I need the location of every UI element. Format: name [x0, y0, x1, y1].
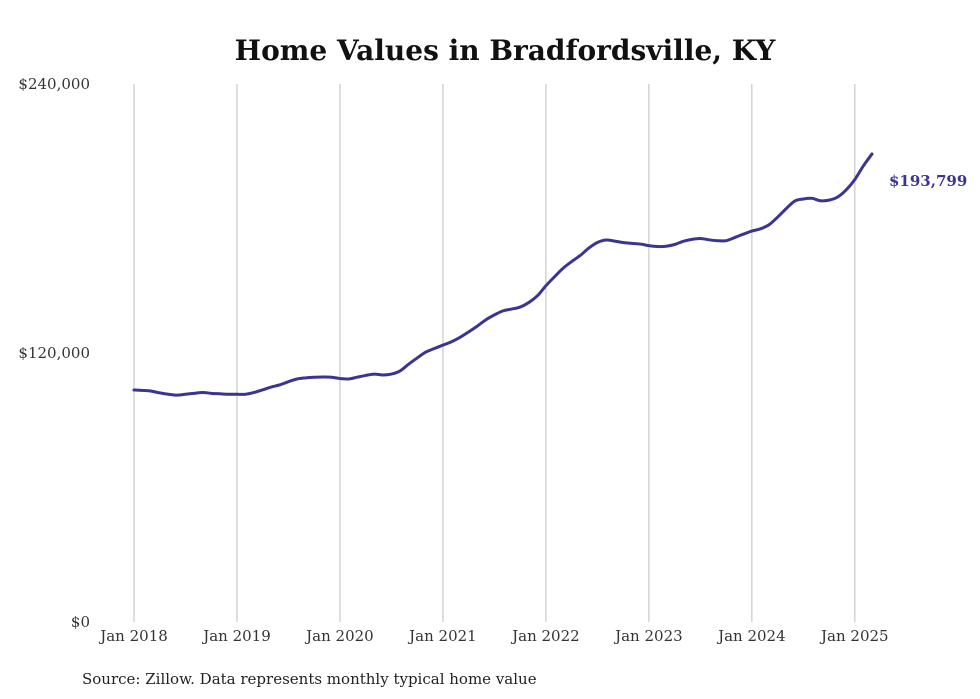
y-tick-label: $120,000 — [18, 344, 90, 362]
grid-lines — [133, 84, 856, 622]
y-tick-label: $240,000 — [18, 75, 90, 93]
x-tick-label: Jan 2024 — [716, 627, 786, 645]
chart-title: Home Values in Bradfordsville, KY — [235, 34, 777, 67]
x-tick-label: Jan 2022 — [510, 627, 580, 645]
x-tick-label: Jan 2018 — [98, 627, 168, 645]
series-layer — [132, 152, 874, 397]
x-tick-label: Jan 2020 — [304, 627, 374, 645]
y-axis-tick-labels: $0 $120,000 $240,000 — [18, 75, 90, 631]
y-tick-label: $0 — [71, 613, 90, 631]
x-tick-label: Jan 2019 — [201, 627, 271, 645]
source-note: Source: Zillow. Data represents monthly … — [82, 670, 537, 688]
end-value-label: $193,799 — [889, 172, 967, 190]
x-tick-label: Jan 2021 — [407, 627, 477, 645]
x-tick-label: Jan 2023 — [613, 627, 683, 645]
series-line — [132, 152, 874, 397]
x-axis-tick-labels: Jan 2018 Jan 2019 Jan 2020 Jan 2021 Jan 2022… — [98, 627, 888, 645]
x-tick-label: Jan 2025 — [819, 627, 889, 645]
